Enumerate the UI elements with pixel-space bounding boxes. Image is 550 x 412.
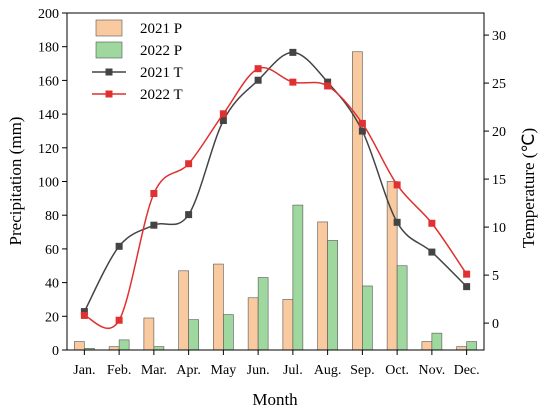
left-axis-title: Precipitation (mm) — [6, 117, 25, 246]
left-tick-label-40: 40 — [45, 277, 59, 292]
point-2022-t-10 — [428, 219, 436, 227]
point-2021-t-11 — [463, 283, 471, 291]
point-2022-t-6 — [289, 78, 297, 86]
legend: 2021 P 2022 P 2021 T 2022 T — [92, 19, 183, 103]
point-2021-t-6 — [289, 48, 297, 56]
right-tick-label-0: 0 — [492, 317, 499, 332]
right-tick-label-10: 10 — [492, 221, 506, 236]
point-2021-t-10 — [428, 248, 436, 256]
bar-2022-p-3 — [188, 319, 199, 351]
right-tick-label-15: 15 — [492, 173, 506, 188]
bar-2021-p-5 — [247, 297, 259, 351]
line-2022-t — [84, 66, 468, 329]
point-2021-t-9 — [393, 218, 401, 226]
legend-marker-2022-t — [105, 90, 113, 98]
x-axis-title: Month — [252, 390, 298, 409]
bar-2021-p-4 — [213, 263, 224, 351]
bar-2021-p-0 — [74, 341, 85, 351]
left-tick-label-20: 20 — [45, 310, 59, 325]
bar-2022-p-8 — [362, 285, 373, 351]
point-2021-t-7 — [324, 78, 332, 86]
point-2021-t-2 — [150, 221, 158, 229]
x-tick-label-5: Jun. — [247, 363, 270, 378]
x-tick-label-7: Aug. — [314, 363, 342, 378]
bar-2021-p-9 — [386, 181, 398, 351]
bar-2021-p-1 — [108, 346, 120, 351]
point-2022-t-7 — [324, 82, 332, 90]
point-2022-t-0 — [80, 311, 88, 319]
legend-label-2021-t: 2021 T — [140, 65, 183, 81]
point-2022-t-5 — [254, 65, 262, 73]
plot-frame — [66, 12, 485, 351]
point-2022-t-2 — [150, 190, 158, 198]
bar-2022-p-7 — [327, 240, 338, 351]
point-2021-t-5 — [254, 76, 262, 84]
left-tick-label-120: 120 — [38, 142, 59, 157]
x-tick-label-6: Jul. — [283, 363, 303, 378]
bar-2021-p-8 — [352, 51, 363, 351]
legend-marker-2021-t — [105, 68, 113, 76]
point-2021-t-4 — [219, 117, 227, 125]
bar-2021-p-10 — [421, 341, 433, 351]
right-tick-label-20: 20 — [492, 125, 506, 140]
bars-layer — [74, 51, 477, 351]
point-2022-t-3 — [185, 160, 193, 168]
right-axis-title: Temperature (℃) — [519, 128, 538, 248]
x-tick-label-8: Sep. — [350, 363, 375, 378]
bar-2021-p-7 — [317, 221, 328, 351]
bar-2022-p-9 — [396, 265, 408, 351]
bar-2022-p-1 — [118, 339, 130, 351]
bar-2022-p-4 — [223, 314, 234, 351]
bar-2021-p-3 — [178, 270, 189, 351]
legend-label-2022-t: 2022 T — [140, 87, 183, 103]
x-tick-label-10: Nov. — [419, 363, 446, 378]
left-tick-label-140: 140 — [38, 108, 59, 123]
bar-2022-p-6 — [292, 204, 304, 351]
bar-2022-p-11 — [466, 341, 477, 351]
legend-label-2021-p: 2021 P — [140, 21, 182, 37]
left-tick-label-0: 0 — [52, 344, 59, 359]
point-2022-t-8 — [358, 119, 366, 127]
bar-2022-p-2 — [153, 346, 165, 351]
x-tick-label-3: Apr. — [176, 363, 201, 378]
x-tick-label-1: Feb. — [107, 363, 132, 378]
lines-layer — [80, 48, 471, 329]
point-2022-t-4 — [219, 110, 227, 118]
bar-2022-p-5 — [257, 277, 269, 351]
point-2021-t-8 — [358, 127, 366, 135]
right-tick-label-25: 25 — [492, 77, 506, 92]
bar-2022-p-10 — [431, 332, 443, 351]
left-tick-label-200: 200 — [38, 7, 59, 22]
legend-swatch-2021-p — [95, 19, 123, 37]
bar-2021-p-2 — [143, 317, 155, 351]
point-2022-t-11 — [463, 270, 471, 278]
point-2022-t-9 — [393, 181, 401, 189]
legend-swatch-2022-p — [95, 41, 123, 59]
right-tick-label-30: 30 — [492, 29, 506, 44]
x-tick-label-0: Jan. — [73, 363, 95, 378]
left-tick-label-60: 60 — [45, 243, 59, 258]
point-2021-t-0 — [80, 308, 88, 316]
bar-2021-p-11 — [456, 346, 467, 351]
x-tick-label-4: May — [211, 363, 237, 378]
bar-2021-p-6 — [282, 299, 294, 351]
x-tick-label-2: Mar. — [141, 363, 167, 378]
x-tick-label-11: Dec. — [454, 363, 480, 378]
left-tick-label-160: 160 — [38, 74, 59, 89]
legend-label-2022-p: 2022 P — [140, 43, 182, 59]
right-tick-label-5: 5 — [492, 269, 499, 284]
left-tick-label-180: 180 — [38, 41, 59, 56]
point-2022-t-1 — [115, 316, 123, 324]
left-tick-label-100: 100 — [38, 176, 59, 191]
point-2021-t-1 — [115, 242, 123, 250]
point-2021-t-3 — [185, 211, 193, 219]
axes-layer: 0 20 40 60 80 100 120 140 160 180 200 0 5 10 15 20 25 30 J… — [38, 7, 506, 378]
left-tick-label-80: 80 — [45, 209, 59, 224]
x-tick-label-9: Oct. — [385, 363, 409, 378]
